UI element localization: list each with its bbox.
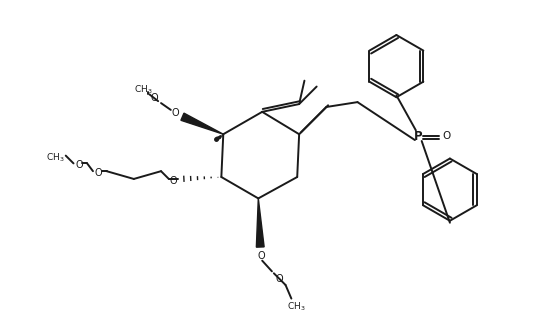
Text: CH$_3$: CH$_3$ xyxy=(134,83,153,96)
Text: O: O xyxy=(95,168,103,178)
Text: CH$_3$: CH$_3$ xyxy=(46,151,65,164)
Text: O: O xyxy=(442,131,450,141)
Text: O: O xyxy=(276,274,284,284)
Text: O: O xyxy=(257,251,265,261)
Text: P: P xyxy=(414,130,422,143)
Polygon shape xyxy=(257,198,264,247)
Text: O: O xyxy=(151,93,158,103)
Text: O: O xyxy=(75,160,83,170)
Polygon shape xyxy=(181,113,223,134)
Text: O: O xyxy=(172,108,180,118)
Text: O: O xyxy=(170,176,178,186)
Text: CH$_3$: CH$_3$ xyxy=(287,300,306,312)
